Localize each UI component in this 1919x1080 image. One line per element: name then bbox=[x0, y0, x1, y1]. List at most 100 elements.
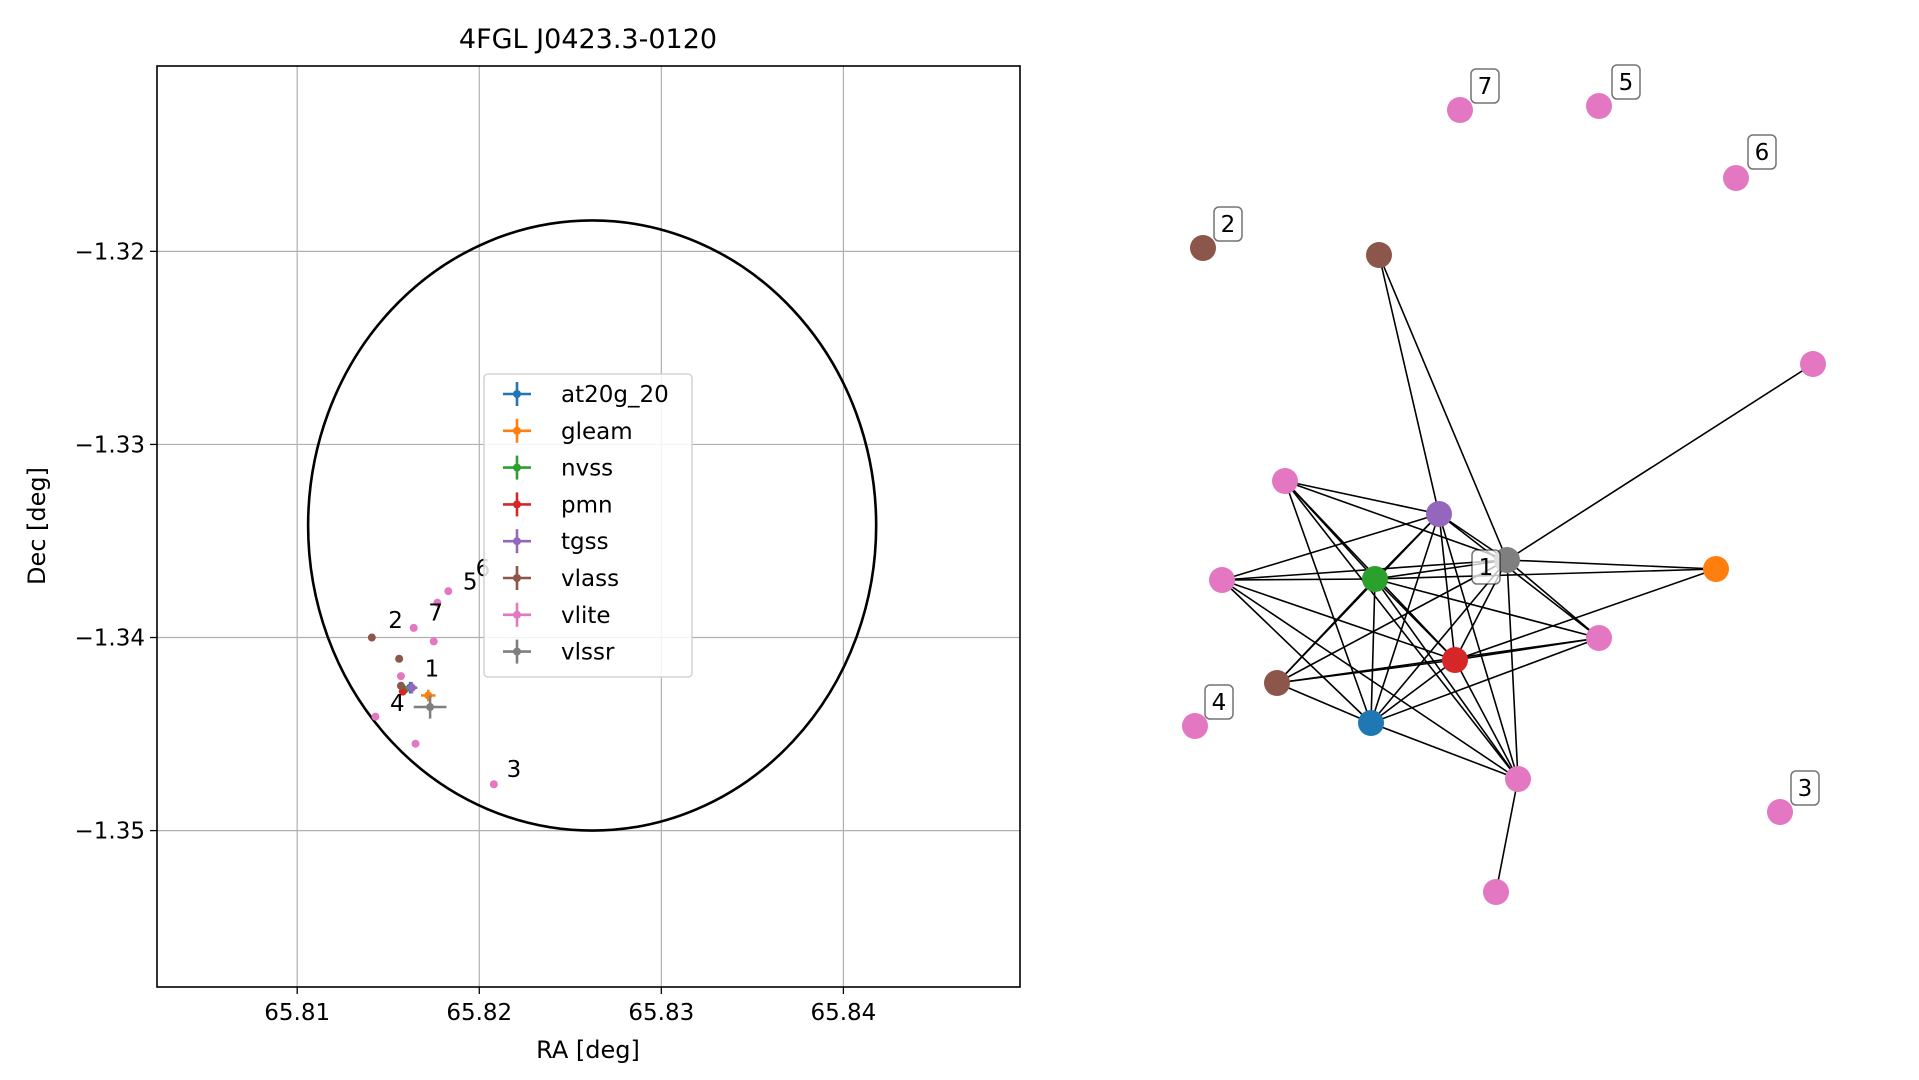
data-point-tgss bbox=[406, 681, 418, 694]
y-tick-label: −1.34 bbox=[75, 626, 145, 652]
network-edge bbox=[1276, 659, 1456, 684]
network-nodes bbox=[1182, 93, 1826, 905]
legend-label: tgss bbox=[561, 529, 609, 555]
network-edge bbox=[1284, 480, 1372, 724]
legend-label: gleam bbox=[561, 419, 633, 445]
x-tick-label: 65.83 bbox=[628, 1000, 694, 1026]
network-edge bbox=[1506, 559, 1600, 639]
network-edge bbox=[1378, 254, 1508, 561]
network-node-vlite bbox=[1767, 799, 1793, 825]
data-point-vlite bbox=[411, 739, 420, 748]
legend-entry-vlite: vlite bbox=[503, 602, 611, 629]
point-marker bbox=[426, 703, 435, 712]
point-marker bbox=[433, 598, 442, 607]
x-tick-label: 65.81 bbox=[264, 1000, 330, 1026]
network-edge bbox=[1221, 579, 1372, 724]
point-marker bbox=[407, 683, 416, 692]
data-point-vlite bbox=[396, 672, 405, 681]
legend-label: pmn bbox=[561, 492, 613, 518]
network-edge bbox=[1374, 578, 1600, 639]
network-node-label: 6 bbox=[1747, 134, 1777, 170]
legend-entry-vlssr: vlssr bbox=[503, 639, 615, 666]
network-node-vlite bbox=[1272, 468, 1298, 494]
network-node-vlite bbox=[1586, 625, 1612, 651]
network-node-tgss bbox=[1426, 501, 1452, 527]
network-edge bbox=[1374, 568, 1717, 580]
network-edge bbox=[1438, 513, 1456, 661]
network-edge bbox=[1370, 578, 1376, 724]
legend-label: vlssr bbox=[561, 640, 615, 666]
network-node-vlite bbox=[1483, 879, 1509, 905]
network-edge bbox=[1454, 659, 1519, 780]
network-edge bbox=[1221, 559, 1508, 581]
legend-marker-dot bbox=[513, 390, 521, 398]
network-node-label: 4 bbox=[1204, 684, 1234, 720]
network-node-vlite bbox=[1505, 766, 1531, 792]
point-annotation: 1 bbox=[425, 656, 440, 682]
legend-entry-gleam: gleam bbox=[503, 418, 633, 445]
node-label-text: 2 bbox=[1221, 212, 1236, 238]
network-node-vlass bbox=[1366, 242, 1392, 268]
network-edge bbox=[1454, 568, 1717, 661]
network-edge bbox=[1276, 578, 1376, 684]
data-point-vlite bbox=[444, 587, 453, 596]
point-marker bbox=[411, 739, 420, 748]
network-node-vlite bbox=[1182, 713, 1208, 739]
network-node-vlass bbox=[1190, 235, 1216, 261]
network-edge bbox=[1378, 254, 1440, 515]
point-marker bbox=[409, 623, 418, 632]
network-edge bbox=[1276, 559, 1508, 684]
legend-marker-dot bbox=[513, 500, 521, 509]
node-label-box bbox=[1213, 206, 1243, 242]
legend-label: vlass bbox=[561, 566, 619, 592]
network-edge bbox=[1374, 578, 1456, 661]
network-edge bbox=[1374, 578, 1519, 780]
point-annotation: 2 bbox=[388, 608, 403, 634]
network-edge bbox=[1506, 559, 1717, 570]
node-label-box bbox=[1611, 64, 1641, 100]
node-label-text: 1 bbox=[1479, 555, 1494, 581]
node-label-text: 4 bbox=[1212, 690, 1227, 716]
y-tick-label: −1.32 bbox=[75, 239, 145, 265]
network-node-vlite bbox=[1800, 351, 1826, 377]
data-point-vlass bbox=[395, 654, 404, 663]
node-label-box bbox=[1470, 68, 1500, 104]
legend-label: nvss bbox=[561, 456, 613, 482]
network-node-vlass bbox=[1264, 670, 1290, 696]
y-axis-label: Dec [deg] bbox=[23, 467, 51, 585]
node-label-box bbox=[1790, 770, 1820, 806]
network-node-label: 7 bbox=[1470, 68, 1500, 104]
network-node-vlite bbox=[1723, 165, 1749, 191]
legend-label: at20g_20 bbox=[561, 382, 669, 408]
network-node-label: 1 bbox=[1471, 549, 1501, 585]
network-node-vlite bbox=[1586, 93, 1612, 119]
network-node-label: 3 bbox=[1790, 770, 1820, 806]
data-point-vlssr bbox=[413, 695, 447, 719]
point-annotation: 7 bbox=[428, 600, 443, 626]
plot-frame bbox=[156, 65, 1021, 988]
data-point-vlite bbox=[409, 623, 418, 632]
legend-marker-dot bbox=[513, 463, 521, 472]
network-node-vlite bbox=[1447, 97, 1473, 123]
network-node-at20g_20 bbox=[1358, 710, 1384, 736]
x-axis-label: RA [deg] bbox=[536, 1036, 640, 1064]
network-panel: 7 5 6 2 1 4 3 bbox=[1182, 64, 1826, 905]
legend-entry-nvss: nvss bbox=[503, 455, 613, 482]
network-node-labels: 7 5 6 2 1 4 3 bbox=[1204, 64, 1820, 806]
network-edge bbox=[1370, 637, 1600, 724]
network-edge bbox=[1284, 480, 1508, 561]
network-edge bbox=[1370, 559, 1508, 724]
node-label-box bbox=[1747, 134, 1777, 170]
ellipse-layer bbox=[306, 219, 878, 832]
legend-box bbox=[483, 373, 693, 678]
y-tick-label: −1.35 bbox=[75, 819, 145, 845]
point-marker bbox=[489, 780, 498, 789]
network-edge bbox=[1370, 659, 1456, 724]
point-marker bbox=[395, 654, 404, 663]
data-points bbox=[367, 587, 498, 789]
point-annotation: 3 bbox=[507, 757, 522, 783]
